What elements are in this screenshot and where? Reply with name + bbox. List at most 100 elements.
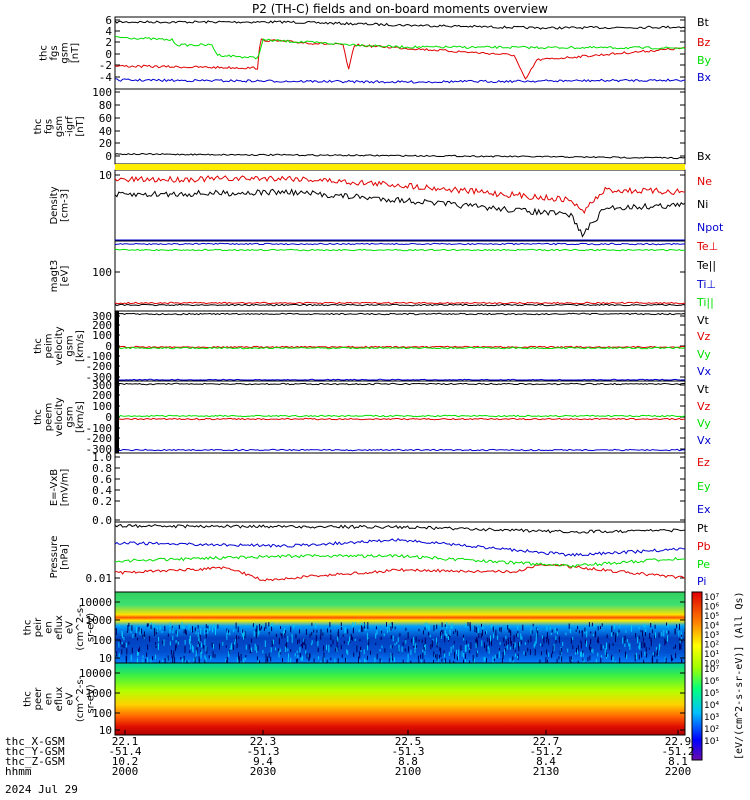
spectrogram-noise [650,637,652,642]
spectrogram-noise [469,623,471,626]
spectrogram-noise [548,638,550,645]
colorbar-tick: 10³ [704,713,719,723]
spectrogram-noise [147,623,149,627]
spectrogram-noise [670,654,672,659]
spectrogram-noise [597,636,599,643]
spectrogram-noise [418,639,420,642]
y-axis-label: [km/s] [75,401,86,433]
spectrogram-noise [637,636,639,644]
spectrogram-noise [650,623,652,628]
spectrogram-noise [240,653,242,658]
xaxis-row-label: hhmm [5,765,32,778]
spectrogram-noise [458,649,460,655]
spectrogram-noise [611,632,612,637]
spectrogram-noise [121,630,123,636]
spectrogram-noise [128,641,130,645]
spectrogram-noise [150,659,152,664]
spectrogram-noise [156,626,158,632]
spectrogram-noise [590,631,592,634]
xaxis-value: -51.3 [246,745,279,758]
spectrogram-noise [118,653,120,658]
spectrogram-noise [423,630,424,635]
xaxis-value: 9.4 [253,755,273,768]
series-Te⊥ [114,301,686,305]
spectrogram-noise [268,622,270,627]
spectrogram-noise [271,624,273,628]
spectrogram-noise [524,642,526,645]
spectrogram-noise [587,656,589,662]
spectrogram-noise [337,658,339,664]
spectrogram-noise [580,651,582,657]
spectrogram-noise [128,622,130,627]
spectrogram-noise [176,630,178,637]
spectrogram-noise [271,626,273,632]
spectrogram-noise [426,623,428,627]
spectrogram-noise [121,649,123,655]
xaxis-value: 10.2 [112,755,139,768]
spectrogram-noise [490,635,491,642]
spectrogram-noise [577,626,579,630]
spectrogram-noise [577,649,579,655]
spectrogram-noise [537,628,538,631]
spectrogram-noise [643,641,645,646]
xaxis-value: 22.1 [112,735,139,748]
spectrogram-noise [483,656,485,662]
spectrogram-noise [646,653,648,658]
spectrogram-noise [606,642,607,650]
spectrogram-noise [185,629,186,634]
spectrogram-noise [242,629,244,633]
spectrogram-noise [583,659,585,665]
spectrogram-noise [280,632,282,636]
spectrogram-noise [466,640,468,644]
xaxis-value: 22.9 [665,735,692,748]
spectrogram-noise [644,643,646,647]
spectrogram-noise [597,626,599,631]
spectrogram-noise [142,634,144,639]
spectrogram-noise [592,634,594,637]
spectrogram-noise [142,659,144,665]
spectrogram-noise [432,638,434,642]
spectrogram-noise [597,639,598,643]
y-tick-label: 200 [92,389,112,402]
spectrogram-noise [440,648,442,655]
spectrogram-noise [226,628,228,632]
spectrogram-noise [658,644,660,651]
spectrogram-noise [667,624,669,628]
spectrogram-noise [169,622,171,628]
spectrogram-noise [147,644,149,650]
spectrogram-noise [505,635,507,640]
spectrogram-noise [307,654,309,658]
spectrogram-noise [558,636,560,643]
spectrogram-noise [417,655,419,660]
spectrogram-noise [251,647,253,652]
spectrogram-noise [262,650,264,654]
spectrogram-noise [125,642,127,648]
spectrogram-noise [291,634,293,637]
spectrogram-noise [271,640,273,647]
spectrogram-noise [570,656,572,660]
spectrogram-noise [629,643,631,650]
spectrogram-noise [184,639,186,645]
spectrogram-noise [359,651,361,659]
spectrogram-noise [360,646,362,651]
spectrogram-noise [491,624,493,629]
spectrogram-noise [493,658,495,662]
spectrogram-noise [496,654,498,659]
spectrogram-noise [126,648,128,655]
spectrogram-noise [582,650,584,654]
series-Bx [114,152,686,160]
spectrogram-noise [584,627,586,632]
spectrogram-noise [365,628,367,631]
spectrogram-noise [532,623,534,627]
y-axis-label: velocity [54,326,65,365]
y-tick-label: 0.01 [86,572,113,585]
y-axis-label: gsm [65,406,76,427]
legend-Ex: Ex [697,503,711,516]
spectrogram-noise [322,632,324,636]
spectrogram-noise [606,634,608,639]
spectrogram-noise [257,645,259,651]
spectrogram-noise [232,643,234,647]
spectrogram-noise [291,636,293,643]
spectrogram-noise [455,629,457,633]
spectrogram-noise [469,625,471,632]
